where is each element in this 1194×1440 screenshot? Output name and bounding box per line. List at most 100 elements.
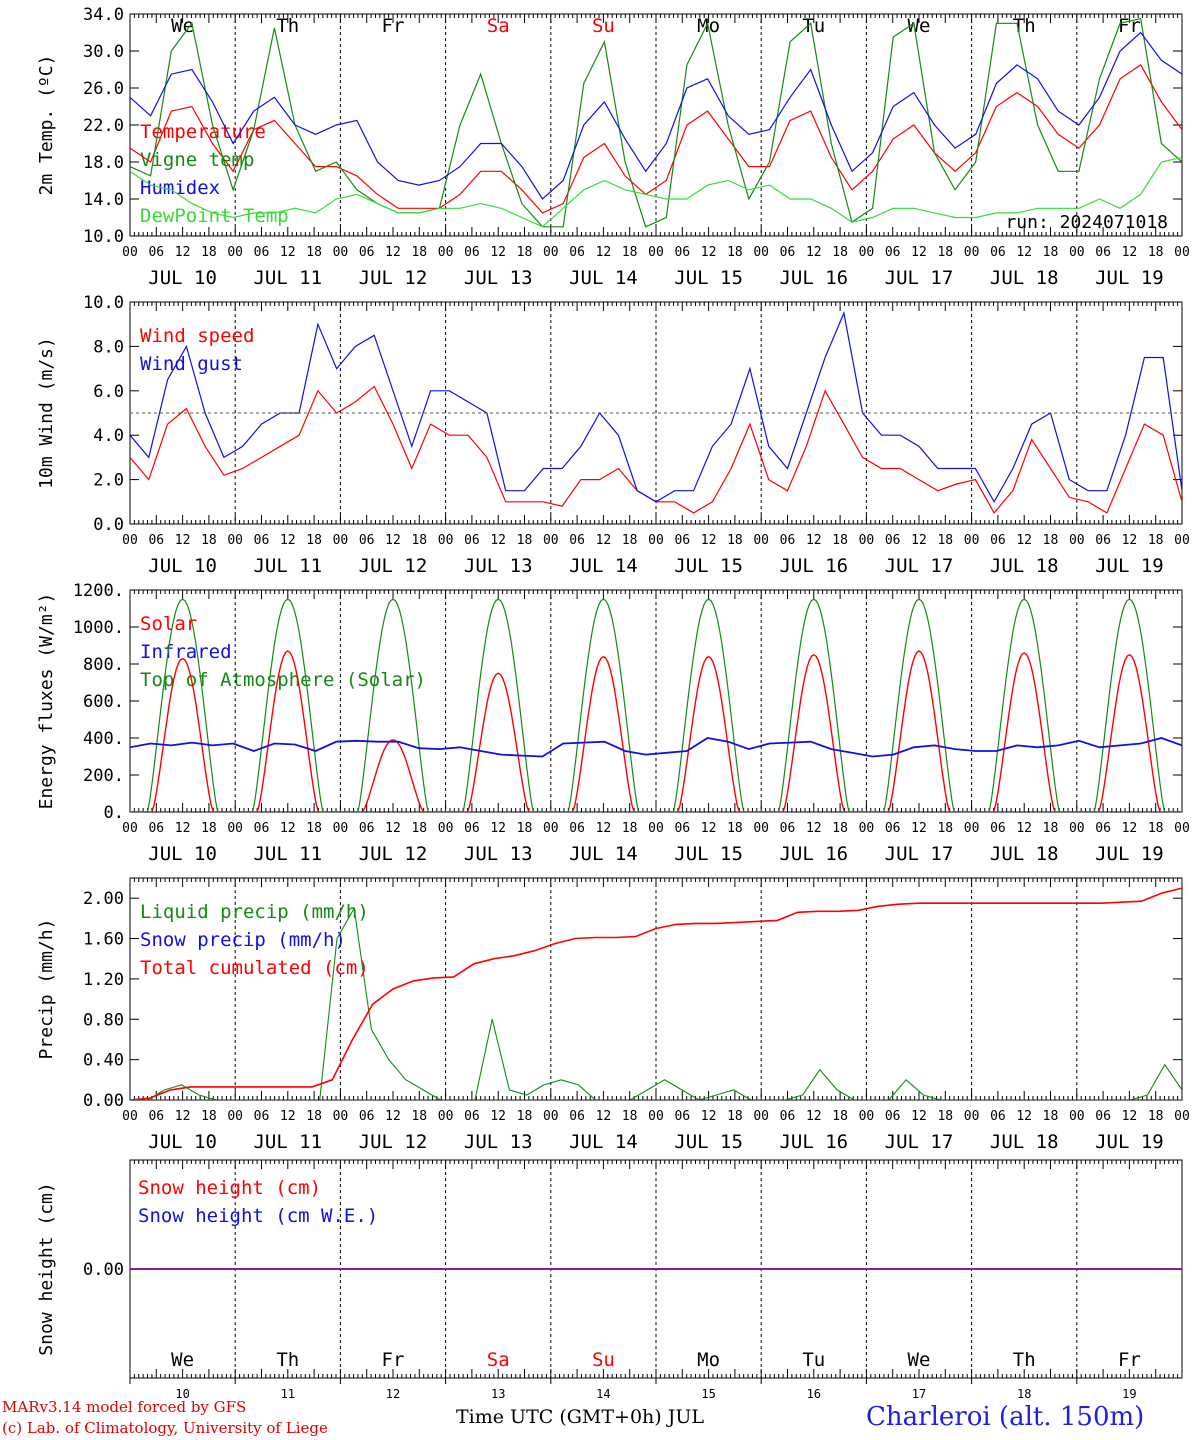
time-axis-title: Time UTC (GMT+0h) JUL (456, 1406, 704, 1428)
hour-tick-label: 12 (490, 245, 506, 260)
legend-entry: Humidex (140, 177, 220, 199)
series-blue (130, 31, 1182, 200)
hour-tick-label: 06 (254, 533, 270, 548)
hour-tick-label: 00 (122, 533, 138, 548)
legend-entry: Vigne temp (140, 149, 254, 171)
hour-tick-label: 00 (543, 245, 559, 260)
panel-4: 0.00 0.40 0.80 1.20 1.60 2.00 Precip (mm/h) 00 0… (36, 877, 1190, 1153)
date-label: JUL 16 (779, 843, 848, 865)
hour-tick-label: 00 (753, 821, 769, 836)
hour-tick-label: 06 (1095, 821, 1111, 836)
hour-tick-label: 18 (1043, 245, 1059, 260)
hour-tick-label: 12 (1122, 245, 1138, 260)
hour-tick-label: 00 (1069, 821, 1085, 836)
hour-tick-label: 18 (517, 1109, 533, 1124)
hour-tick-label: 06 (464, 821, 480, 836)
hour-tick-label: 00 (648, 533, 664, 548)
hour-tick-label: 00 (859, 245, 875, 260)
hour-tick-label: 06 (990, 821, 1006, 836)
weekday-label: Tu (802, 1349, 825, 1371)
series-toa-solar (130, 598, 1182, 812)
hour-tick-label: 06 (1095, 1109, 1111, 1124)
date-label: JUL 14 (569, 1131, 638, 1153)
day-number-label: 19 (1122, 1387, 1136, 1401)
hour-tick-label: 00 (438, 533, 454, 548)
hour-tick-label: 06 (464, 533, 480, 548)
hour-tick-label: 00 (753, 245, 769, 260)
hour-tick-label: 06 (359, 245, 375, 260)
legend-entry: Total cumulated (cm) (140, 957, 369, 979)
series-red (130, 64, 1182, 214)
hour-tick-label: 18 (517, 821, 533, 836)
y-tick-label: 26.0 (83, 79, 124, 99)
hour-tick-label: 06 (674, 1109, 690, 1124)
hour-tick-label: 06 (885, 245, 901, 260)
run-label: run: 2024071018 (1005, 212, 1168, 233)
weekday-label: Sa (487, 1349, 510, 1371)
hour-tick-label: 12 (911, 245, 927, 260)
hour-tick-label: 18 (832, 245, 848, 260)
hour-tick-label: 00 (1174, 821, 1190, 836)
hour-tick-label: 06 (359, 821, 375, 836)
legend-entry: Temperature (140, 121, 266, 143)
weekday-label: Th (276, 15, 299, 37)
legend-entry: DewPoint Temp (140, 205, 289, 227)
hour-tick-label: 12 (1016, 533, 1032, 548)
hour-tick-label: 18 (832, 821, 848, 836)
hour-tick-label: 18 (201, 533, 217, 548)
y-axis-label: 2m Temp. (ºC) (36, 55, 57, 196)
date-label: JUL 14 (569, 555, 638, 577)
weekday-label: Fr (382, 1349, 405, 1371)
date-label: JUL 10 (148, 267, 217, 289)
hour-tick-label: 18 (1043, 821, 1059, 836)
hour-tick-label: 18 (622, 533, 638, 548)
hour-tick-label: 06 (990, 245, 1006, 260)
day-number-label: 12 (386, 1387, 400, 1401)
series-green (130, 17, 1182, 228)
y-tick-label: 30.0 (83, 42, 124, 62)
weekday-label: Su (592, 1349, 615, 1371)
hour-tick-label: 06 (254, 245, 270, 260)
model-credit: MARv3.14 model forced by GFS (2, 1398, 247, 1416)
hour-tick-label: 18 (727, 821, 743, 836)
weekday-label: Fr (382, 15, 405, 37)
series-group (130, 598, 1182, 812)
series-red (130, 887, 1182, 1100)
hour-tick-label: 00 (122, 821, 138, 836)
panel-5: 0.00 Snow height (cm) We 10 Th 11 Fr 12 Sa 13 Su 14… (36, 1159, 1183, 1401)
date-label: JUL 11 (253, 1131, 322, 1153)
hour-tick-label: 00 (1069, 245, 1085, 260)
date-label: JUL 16 (779, 1131, 848, 1153)
y-tick-label: 6.0 (93, 382, 124, 402)
hour-tick-label: 12 (385, 1109, 401, 1124)
hour-tick-label: 00 (648, 245, 664, 260)
date-label: JUL 17 (885, 267, 954, 289)
hour-tick-label: 18 (411, 1109, 427, 1124)
hour-tick-label: 12 (596, 1109, 612, 1124)
hour-tick-label: 12 (175, 533, 191, 548)
hour-tick-label: 12 (385, 245, 401, 260)
date-label: JUL 13 (464, 555, 533, 577)
hour-tick-label: 00 (1069, 533, 1085, 548)
hour-tick-label: 00 (859, 1109, 875, 1124)
date-label: JUL 16 (779, 267, 848, 289)
hour-tick-label: 12 (1122, 533, 1138, 548)
y-tick-label: 1.20 (83, 970, 124, 990)
hour-tick-label: 12 (490, 1109, 506, 1124)
hour-tick-label: 12 (280, 1109, 296, 1124)
hour-tick-label: 18 (937, 821, 953, 836)
weekday-label: We (171, 15, 194, 37)
y-tick-label: 400. (83, 729, 124, 749)
hour-tick-label: 18 (201, 245, 217, 260)
hour-tick-label: 18 (306, 1109, 322, 1124)
date-label: JUL 11 (253, 843, 322, 865)
series-group (130, 17, 1182, 228)
legend-entry: Snow height (cm) (138, 1177, 321, 1199)
y-tick-label: 200. (83, 766, 124, 786)
hour-tick-label: 06 (359, 1109, 375, 1124)
hour-tick-label: 12 (490, 533, 506, 548)
hour-tick-label: 12 (490, 821, 506, 836)
hour-tick-label: 06 (885, 821, 901, 836)
hour-tick-label: 06 (254, 1109, 270, 1124)
